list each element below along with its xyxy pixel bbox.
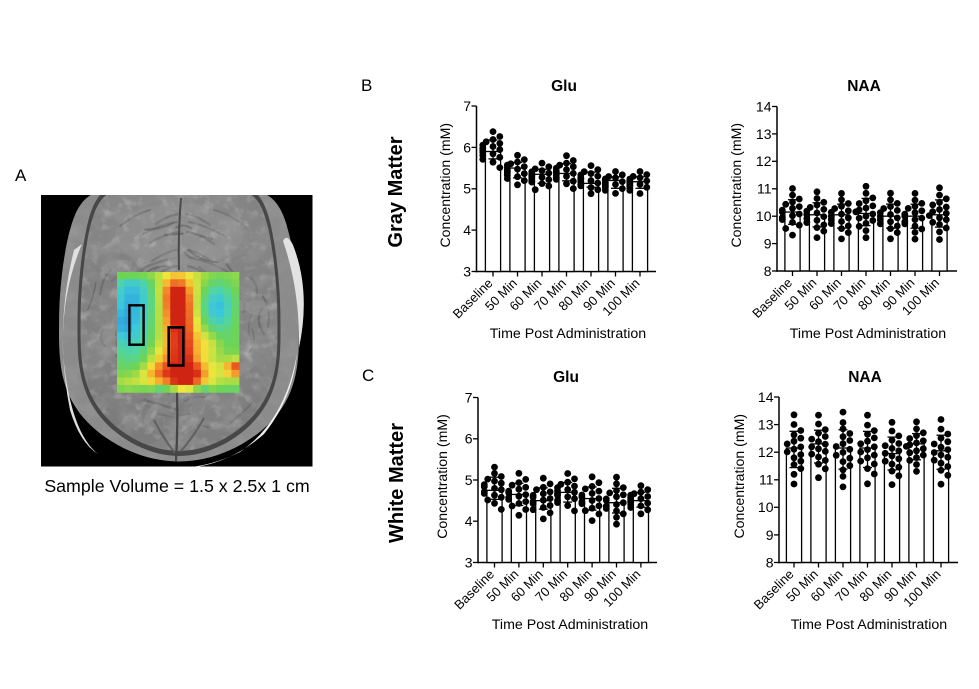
svg-text:11: 11	[757, 181, 772, 197]
svg-text:9: 9	[766, 527, 774, 543]
svg-text:C: C	[362, 366, 374, 385]
svg-text:14: 14	[758, 389, 774, 405]
svg-text:Concentration (mM): Concentration (mM)	[728, 123, 744, 248]
svg-text:4: 4	[463, 222, 471, 238]
svg-text:Glu: Glu	[553, 369, 579, 386]
svg-text:7: 7	[465, 389, 473, 405]
svg-text:Time Post Administration: Time Post Administration	[790, 326, 946, 342]
svg-text:6: 6	[463, 139, 471, 155]
svg-text:12: 12	[758, 444, 774, 460]
svg-text:Time Post Administration: Time Post Administration	[490, 326, 646, 342]
svg-text:Concentration (mM): Concentration (mM)	[731, 414, 747, 539]
svg-text:B: B	[361, 76, 372, 95]
svg-text:White Matter: White Matter	[386, 423, 408, 543]
svg-text:13: 13	[758, 417, 774, 433]
svg-text:10: 10	[758, 499, 774, 515]
svg-text:6: 6	[465, 431, 473, 447]
svg-text:8: 8	[766, 554, 774, 570]
svg-text:NAA: NAA	[847, 78, 881, 95]
svg-text:Concentration (mM): Concentration (mM)	[437, 123, 453, 248]
svg-text:3: 3	[463, 263, 471, 279]
svg-text:14: 14	[756, 98, 772, 114]
svg-text:Gray Matter: Gray Matter	[385, 136, 407, 247]
svg-text:13: 13	[756, 126, 772, 142]
svg-text:Time Post Administration: Time Post Administration	[791, 617, 947, 633]
svg-text:Concentration (mM): Concentration (mM)	[434, 414, 450, 539]
svg-text:NAA: NAA	[848, 369, 882, 386]
svg-text:5: 5	[465, 472, 473, 488]
svg-text:9: 9	[764, 236, 772, 252]
svg-text:5: 5	[463, 181, 471, 197]
svg-text:11: 11	[759, 472, 774, 488]
svg-text:3: 3	[465, 554, 473, 570]
svg-text:A: A	[15, 166, 27, 185]
svg-text:7: 7	[463, 98, 471, 114]
svg-text:4: 4	[465, 513, 473, 529]
svg-text:10: 10	[756, 208, 772, 224]
svg-text:Time Post Administration: Time Post Administration	[492, 617, 648, 633]
svg-text:Sample Volume = 1.5 x 2.5x 1 c: Sample Volume = 1.5 x 2.5x 1 cm	[44, 476, 309, 496]
svg-text:Glu: Glu	[551, 78, 577, 95]
svg-text:8: 8	[764, 263, 772, 279]
svg-text:12: 12	[756, 153, 772, 169]
